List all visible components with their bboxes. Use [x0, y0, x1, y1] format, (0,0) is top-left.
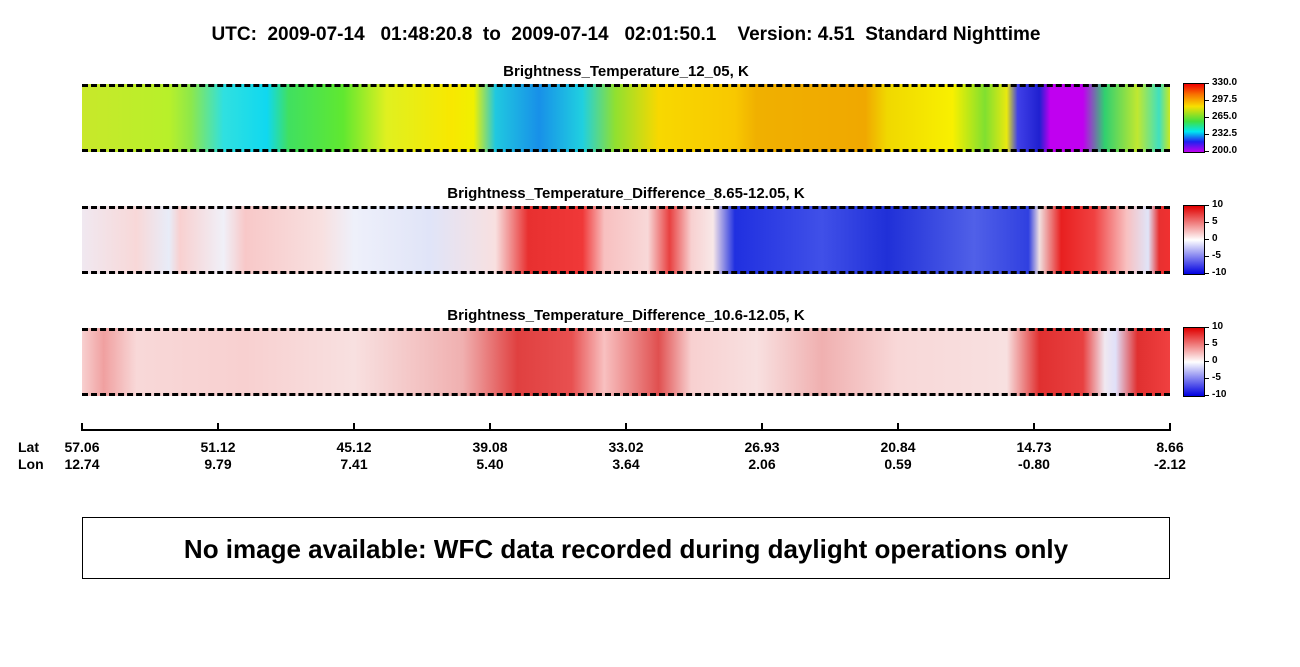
colorbar-label: 5 — [1212, 216, 1218, 227]
image-strip — [82, 328, 1170, 396]
axis-tick — [897, 423, 899, 431]
panel-title: Brightness_Temperature_Difference_10.6-1… — [447, 307, 805, 324]
axis-tick — [1169, 423, 1171, 431]
colorbar-tick — [1204, 134, 1209, 135]
lon-value: -2.12 — [1154, 456, 1186, 472]
colorbar-label: 5 — [1212, 338, 1218, 349]
colorbar-tick — [1204, 239, 1209, 240]
image-strip — [82, 84, 1170, 152]
colorbar — [1183, 205, 1205, 275]
colorbar-tick — [1204, 117, 1209, 118]
lat-value: 8.66 — [1156, 439, 1184, 455]
figure-title: UTC: 2009-07-14 01:48:20.8 to 2009-07-14… — [211, 24, 1041, 45]
colorbar-label: 297.5 — [1212, 94, 1238, 105]
colorbar-tick — [1204, 256, 1209, 257]
colorbar-label: 0 — [1212, 355, 1218, 366]
axis-tick — [761, 423, 763, 431]
colorbar-label: 10 — [1212, 199, 1224, 210]
colorbar-label: 265.0 — [1212, 111, 1238, 122]
lat-value: 45.12 — [336, 439, 372, 455]
lon-value: 3.64 — [612, 456, 640, 472]
lat-value: 39.08 — [472, 439, 508, 455]
colorbar-tick — [1204, 222, 1209, 223]
lat-value: 26.93 — [744, 439, 780, 455]
colorbar-tick — [1204, 273, 1209, 274]
lat-value: 57.06 — [64, 439, 100, 455]
image-strip — [82, 206, 1170, 274]
colorbar-label: 232.5 — [1212, 128, 1238, 139]
panel-title: Brightness_Temperature_Difference_8.65-1… — [447, 185, 805, 202]
panel-title: Brightness_Temperature_12_05, K — [503, 63, 749, 80]
colorbar-tick — [1204, 361, 1209, 362]
message-box — [82, 517, 1170, 579]
lon-value: 12.74 — [64, 456, 100, 472]
colorbar-label: -10 — [1212, 267, 1227, 278]
colorbar-label: -5 — [1212, 372, 1221, 383]
lon-label: Lon — [18, 456, 44, 472]
lon-value: 2.06 — [748, 456, 776, 472]
colorbar-label: 200.0 — [1212, 145, 1238, 156]
axis-tick — [1033, 423, 1035, 431]
colorbar-tick — [1204, 151, 1209, 152]
axis-tick — [489, 423, 491, 431]
colorbar-label: 0 — [1212, 233, 1218, 244]
lat-label: Lat — [18, 439, 39, 455]
colorbar-label: -5 — [1212, 250, 1221, 261]
axis-tick — [81, 423, 83, 431]
lon-value: -0.80 — [1018, 456, 1050, 472]
lat-value: 20.84 — [880, 439, 916, 455]
colorbar-label: 10 — [1212, 321, 1224, 332]
colorbar-label: -10 — [1212, 389, 1227, 400]
colorbar-tick — [1204, 327, 1209, 328]
colorbar — [1183, 83, 1205, 153]
colorbar — [1183, 327, 1205, 397]
lat-value: 51.12 — [200, 439, 236, 455]
colorbar-tick — [1204, 83, 1209, 84]
lat-value: 33.02 — [608, 439, 644, 455]
colorbar-tick — [1204, 205, 1209, 206]
message: No image available: WFC data recorded du… — [183, 534, 1069, 564]
lon-value: 9.79 — [204, 456, 232, 472]
colorbar-tick — [1204, 344, 1209, 345]
colorbar-tick — [1204, 378, 1209, 379]
axis-tick — [353, 423, 355, 431]
axis-tick — [625, 423, 627, 431]
colorbar-label: 330.0 — [1212, 77, 1238, 88]
lon-value: 5.40 — [476, 456, 504, 472]
axis-tick — [217, 423, 219, 431]
lon-value: 7.41 — [340, 456, 368, 472]
colorbar-tick — [1204, 100, 1209, 101]
lat-value: 14.73 — [1016, 439, 1052, 455]
lon-value: 0.59 — [884, 456, 912, 472]
colorbar-tick — [1204, 395, 1209, 396]
